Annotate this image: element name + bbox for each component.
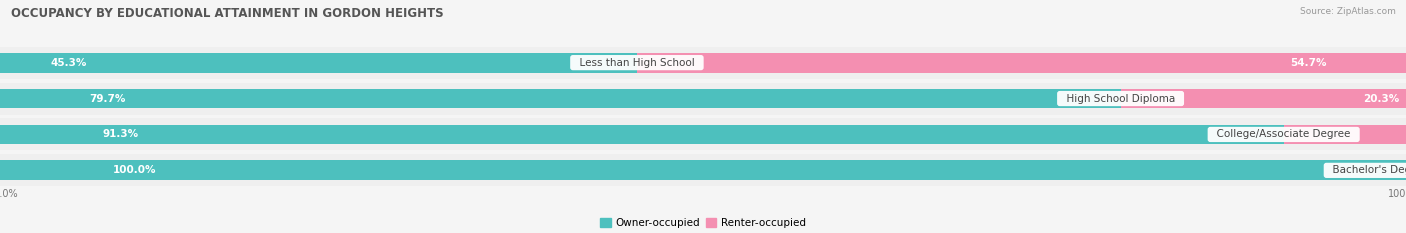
Bar — [0, 89, 1121, 109]
Text: 54.7%: 54.7% — [1291, 58, 1327, 68]
Text: Less than High School: Less than High School — [572, 58, 702, 68]
Text: OCCUPANCY BY EDUCATIONAL ATTAINMENT IN GORDON HEIGHTS: OCCUPANCY BY EDUCATIONAL ATTAINMENT IN G… — [11, 7, 444, 20]
Text: 20.3%: 20.3% — [1364, 93, 1399, 103]
Bar — [0, 124, 1284, 144]
Legend: Owner-occupied, Renter-occupied: Owner-occupied, Renter-occupied — [600, 218, 806, 228]
Text: 91.3%: 91.3% — [103, 130, 139, 140]
Bar — [0, 53, 637, 72]
Text: Source: ZipAtlas.com: Source: ZipAtlas.com — [1301, 7, 1396, 16]
Text: 79.7%: 79.7% — [90, 93, 127, 103]
Bar — [0, 161, 1406, 180]
Text: Bachelor's Degree or higher: Bachelor's Degree or higher — [1326, 165, 1406, 175]
Text: High School Diploma: High School Diploma — [1060, 93, 1181, 103]
Text: 45.3%: 45.3% — [51, 58, 87, 68]
Bar — [1284, 124, 1406, 144]
Bar — [637, 53, 1406, 72]
Bar — [1121, 89, 1406, 109]
Text: 100.0%: 100.0% — [112, 165, 156, 175]
Text: College/Associate Degree: College/Associate Degree — [1211, 130, 1357, 140]
